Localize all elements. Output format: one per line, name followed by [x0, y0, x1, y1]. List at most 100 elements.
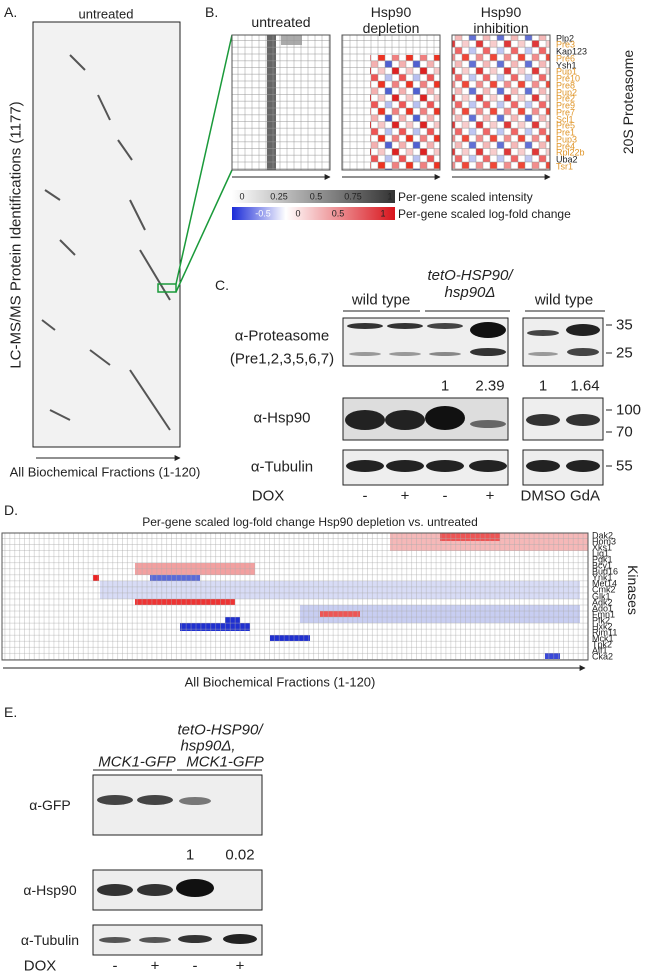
gene-label: Rim11: [592, 627, 618, 638]
gene-label: Bcy1: [592, 560, 613, 571]
group-header: MCK1-GFP: [186, 753, 264, 771]
heatmap-trace: [41, 54, 171, 431]
gene-label: Pup2: [556, 87, 578, 97]
gene-label: Alf1: [592, 645, 608, 656]
legend-bar: [232, 207, 395, 220]
gene-label: Adk2: [592, 597, 613, 608]
mw-marker: 100: [616, 401, 642, 419]
row-label: α-Proteasome: [234, 327, 330, 345]
gene-label: Uba2: [556, 154, 578, 165]
row-label: α-Hsp90: [253, 409, 311, 427]
gene-label: Fmn1: [592, 609, 616, 620]
zoom-line: [175, 34, 233, 285]
heatmap-grid: [451, 34, 551, 171]
gene-label: Kap123: [556, 46, 588, 57]
heatmap-frame: [32, 21, 181, 448]
group-label: 20S Proteasome: [620, 49, 636, 155]
legend-label: Per-gene scaled intensity: [398, 190, 533, 204]
column-title: Hsp90 depletion: [362, 3, 420, 36]
legend-tick: 1: [380, 208, 386, 219]
gene-label: Mck1: [592, 633, 614, 644]
axis-label: All Biochemical Fractions (1-120): [184, 674, 376, 690]
treatment: -: [192, 957, 198, 975]
quantification: 1.64: [570, 377, 600, 395]
zoom-box: [157, 283, 177, 293]
quantification: 1: [538, 377, 548, 395]
gene-label: Tsr1: [556, 161, 574, 172]
panel-label: D.: [4, 502, 18, 518]
group-label: Kinases: [625, 565, 641, 615]
treatment-label: DOX: [23, 957, 57, 975]
heatmap-grid: [341, 34, 441, 171]
treatment: GdA: [569, 487, 601, 505]
legend-tick: 0.5: [331, 208, 345, 219]
row-label: (Pre1,2,3,5,6,7): [229, 350, 335, 368]
gene-label: Cka2: [592, 651, 614, 662]
zoom-line: [175, 169, 233, 293]
gene-label: Bud16: [592, 566, 619, 577]
group-header: tetO-HSP90/ hsp90Δ: [427, 266, 513, 301]
gene-label: Ysh1: [556, 60, 577, 70]
mw-marker: 55: [616, 457, 633, 475]
gene-label: Plp2: [556, 33, 575, 43]
blots-e: [92, 769, 263, 956]
gene-label: Pre1: [556, 127, 576, 138]
group-header: MCK1-GFP: [98, 753, 176, 771]
legend-label: Per-gene scaled log-fold change: [398, 207, 571, 221]
mw-marker: 25: [616, 344, 633, 362]
panel-title: untreated: [78, 6, 134, 22]
legend-tick: -0.5: [255, 208, 271, 219]
quantification: 1: [185, 846, 195, 864]
gene-label: Pre6: [556, 53, 576, 64]
row-label: α-Tubulin: [20, 932, 80, 948]
row-label: α-Hsp90: [23, 882, 77, 898]
heatmap-grid: [1, 532, 589, 661]
column-title: Hsp90 inhibition: [473, 3, 529, 36]
gene-label: Pfk2: [592, 615, 611, 626]
axis-label: All Biochemical Fractions (1-120): [9, 464, 201, 480]
blots-c: [342, 310, 612, 486]
gene-label: Pre3: [556, 39, 576, 50]
gene-label: Met14: [592, 578, 618, 589]
legend-tick: 0.75: [344, 191, 362, 202]
heatmap-grid: [231, 34, 331, 171]
quantification: 2.39: [475, 377, 505, 395]
gene-label: Pup1: [556, 66, 578, 77]
column-title: untreated: [251, 14, 311, 30]
group-header: tetO-HSP90/: [177, 721, 263, 739]
gene-label: Pre10: [556, 73, 581, 84]
group-header: wild type: [351, 291, 411, 309]
treatment: DMSO: [520, 487, 566, 505]
legend-tick: 0: [295, 208, 301, 219]
axis-label: LC-MS/MS Protein Identifications (1177): [7, 101, 25, 369]
panel-title: Per-gene scaled log-fold change Hsp90 de…: [142, 515, 478, 529]
panel-label: C.: [215, 277, 229, 293]
legend-tick: 0.25: [270, 191, 288, 202]
gene-label: Pre5: [556, 120, 576, 131]
row-label: α-Tubulin: [250, 458, 314, 476]
row-label: α-GFP: [29, 797, 71, 813]
gene-label: Pre7: [556, 107, 576, 118]
quantification: 1: [440, 377, 450, 395]
gene-label: Rpl22b: [556, 147, 585, 158]
group-header: hsp90Δ,: [180, 737, 236, 755]
gene-label: Pgk1: [592, 554, 613, 565]
treatment: -: [442, 487, 448, 505]
panel-label: E.: [4, 704, 18, 720]
treatment: -: [362, 487, 368, 505]
legend-tick: 0: [239, 191, 245, 202]
gene-label: Tpk2: [592, 639, 613, 650]
gene-label: Pre8: [556, 80, 576, 91]
gene-label: Lig1: [592, 548, 610, 559]
gene-label: Dak2: [592, 530, 614, 541]
treatment: +: [235, 957, 245, 975]
gene-label: Ynk1: [592, 572, 613, 583]
panel-label: B.: [205, 4, 219, 20]
treatment: +: [400, 487, 410, 505]
gene-label: Pre2: [556, 93, 576, 104]
legend-bar: [232, 190, 395, 203]
mw-marker: 35: [616, 316, 633, 334]
gene-label: Ado1: [592, 603, 614, 614]
